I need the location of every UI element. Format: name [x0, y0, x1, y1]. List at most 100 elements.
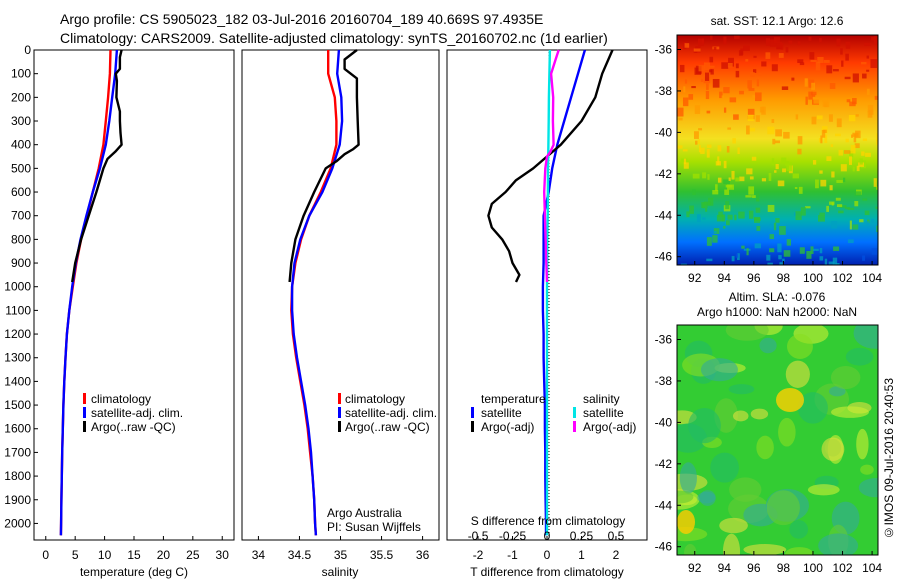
sst-speckle — [735, 63, 739, 69]
ytick-label: 2000 — [4, 516, 31, 530]
sst-speckle — [765, 52, 771, 59]
sst-speckle — [731, 255, 735, 262]
sst-speckle — [829, 201, 835, 205]
sla-blob — [807, 484, 840, 496]
lon-tick-label: 100 — [803, 271, 823, 285]
sla-blob — [729, 477, 762, 502]
sst-speckle — [746, 248, 749, 256]
sst-speckle — [849, 156, 853, 165]
sst-speckle — [769, 224, 773, 229]
sla-blob — [766, 490, 800, 526]
sst-speckle — [797, 136, 803, 145]
sst-speckle — [840, 48, 843, 55]
sst-speckle — [678, 117, 683, 121]
sst-speckle — [859, 158, 863, 165]
sst-speckle — [677, 107, 684, 117]
sst-speckle — [752, 95, 756, 98]
sst-speckle — [767, 126, 775, 135]
sla-map-title2: Argo h1000: NaN h2000: NaN — [697, 305, 857, 319]
sst-speckle — [849, 101, 856, 107]
sst-speckle — [826, 156, 832, 161]
sst-speckle — [747, 114, 754, 122]
sst-speckle — [836, 118, 842, 128]
sst-speckle — [797, 41, 801, 46]
lon-tick-label: 96 — [747, 561, 761, 575]
sst-speckle — [716, 214, 724, 222]
sst-speckle — [822, 97, 828, 107]
sst-speckle — [845, 138, 849, 143]
sla-blob — [684, 543, 697, 555]
lat-tick-label: -46 — [655, 250, 673, 264]
sst-speckle — [795, 114, 799, 120]
sst-speckle — [718, 211, 723, 218]
sst-speckle — [771, 158, 775, 166]
lat-tick-label: -40 — [655, 125, 673, 139]
xtick-label: 15 — [127, 548, 141, 562]
sst-speckle — [706, 149, 710, 158]
sst-speckle — [775, 163, 779, 170]
sst-speckle — [727, 63, 733, 68]
sst-speckle — [876, 225, 878, 233]
sst-speckle — [829, 83, 836, 89]
sst-speckle — [740, 48, 744, 55]
lat-tick-label: -40 — [655, 415, 673, 429]
sst-speckle — [859, 219, 864, 223]
sst-speckle — [850, 144, 856, 154]
lon-tick-label: 98 — [777, 561, 791, 575]
lat-tick-label: -36 — [655, 333, 673, 347]
sla-blob — [818, 533, 859, 555]
sst-speckle — [698, 38, 704, 46]
lon-tick-label: 104 — [862, 561, 882, 575]
sst-speckle — [865, 221, 870, 225]
sst-speckle — [725, 184, 733, 188]
ytick-label: 1800 — [4, 469, 31, 483]
sst-speckle — [794, 187, 798, 190]
lat-tick-label: -42 — [655, 167, 673, 181]
lat-tick-label: -44 — [655, 498, 673, 512]
legend-label-climatology: climatology — [91, 392, 151, 406]
sst-speckle — [748, 87, 755, 91]
lon-tick-label: 94 — [718, 561, 732, 575]
sst-speckle — [858, 162, 864, 167]
sst-speckle — [864, 42, 872, 46]
sst-speckle — [727, 127, 732, 130]
sst-speckle — [738, 211, 745, 219]
sst-speckle — [703, 62, 711, 71]
sst-speckle — [739, 176, 745, 182]
xtick-label: 0 — [42, 548, 49, 562]
sst-speckle — [873, 178, 877, 187]
sst-speckle — [778, 255, 782, 260]
sla-blob — [845, 347, 874, 366]
legend-swatch-argo — [83, 421, 86, 432]
sst-speckle — [828, 261, 835, 265]
sst-speckle — [867, 110, 873, 118]
xtick-label: 36 — [416, 548, 430, 562]
sst-speckle — [706, 110, 711, 114]
sst-speckle — [782, 258, 785, 262]
sst-speckle — [799, 62, 805, 66]
temperature-panel: 0100200300400500600700800900100011001200… — [4, 43, 235, 579]
sst-speckle — [832, 257, 838, 265]
sst-speckle — [819, 256, 824, 261]
sla-blob — [858, 478, 878, 498]
sst-speckle — [841, 60, 844, 67]
sst-speckle — [706, 83, 709, 90]
sst-speckle — [724, 189, 730, 195]
sst-speckle — [748, 127, 756, 132]
sla-frame — [676, 324, 879, 556]
sst-speckle — [853, 133, 857, 143]
series-line-2 — [288, 49, 360, 283]
sst-speckle — [865, 152, 871, 157]
sla-lon-ticks: 92 94 96 98 100 102 104 — [688, 551, 882, 575]
sst-speckle — [766, 254, 771, 261]
sst-speckle — [862, 255, 866, 261]
sst-speckle — [836, 179, 843, 183]
lat-tick-label: -46 — [655, 540, 673, 554]
sst-speckle — [843, 150, 851, 154]
sst-speckle — [710, 35, 713, 41]
sst-speckle — [838, 210, 844, 214]
sla-blob — [856, 428, 869, 460]
sst-speckle — [870, 59, 877, 68]
sst-speckle — [786, 239, 791, 246]
ytick-label: 100 — [11, 67, 31, 81]
